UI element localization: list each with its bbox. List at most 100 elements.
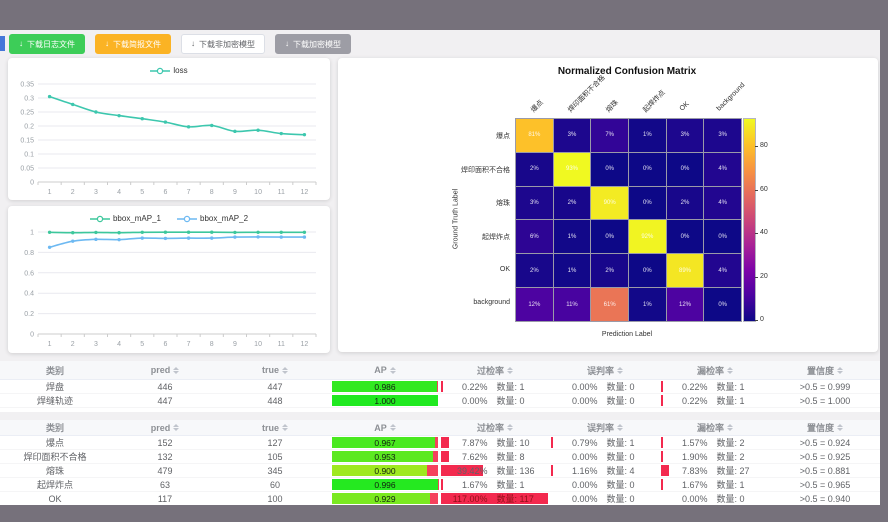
matrix-cell: 0% [591,220,628,254]
page-content: ↓ 下载日志文件 ↓ 下载简报文件 ↓ 下载非加密模型 ↓ 下载加密模型 loss 0 0.05… [0,30,880,505]
column-header-true[interactable]: true [220,420,330,435]
rate-value: 0.00% [571,479,598,490]
table-header-row: 类别 pred true AP 过检率 误判率 漏检率 置信度 [0,361,880,380]
download-report-button[interactable]: ↓ 下载简报文件 [95,34,171,54]
sort-carets-icon[interactable] [617,366,623,374]
sort-carets-icon[interactable] [282,366,288,374]
column-header-漏检率[interactable]: 漏检率 [660,361,770,379]
cell-class: 焊印面积不合格 [23,452,87,462]
cell-confidence: >0.5 = 0.925 [770,450,880,463]
ap-bar: 0.953 [332,451,438,462]
legend-item-loss[interactable]: loss [150,66,188,75]
sort-carets-icon[interactable] [617,424,623,431]
sort-carets-icon[interactable] [389,424,396,431]
sort-carets-icon[interactable] [837,424,843,431]
column-header-pred[interactable]: pred [110,361,220,379]
ap-bar-rest [434,437,438,448]
cell-true: 100 [267,493,283,504]
matrix-cell: 3% [704,119,741,152]
rate-value: 0.22% [461,381,488,392]
column-header-置信度[interactable]: 置信度 [770,361,880,379]
column-header-类别: 类别 [0,361,110,379]
matrix-cell: 2% [591,254,628,288]
rate-value: 7.83% [681,465,708,476]
column-header-误判率[interactable]: 误判率 [550,361,660,379]
svg-text:1: 1 [48,341,52,348]
matrix-col-label: 熔珠 [604,99,620,114]
column-header-label: pred [150,422,171,433]
confidence-value: >0.5 = 0.881 [799,465,851,476]
matrix-cell: 4% [704,186,741,220]
svg-text:4: 4 [117,189,121,196]
colorbar-tick [755,320,758,321]
cell-true: 447 [267,381,283,392]
matrix-cell: 1% [629,288,666,321]
ap-bar-rest [433,451,438,462]
column-header-label: 类别 [45,423,64,433]
sort-carets-icon[interactable] [173,366,180,374]
sort-carets-icon[interactable] [173,424,180,431]
svg-text:6: 6 [163,189,167,196]
rate-value: 1.67% [681,479,708,490]
rate-count: 数量: 0 [606,480,635,490]
rate-value: 0.00% [571,451,598,462]
column-header-pred[interactable]: pred [110,420,220,435]
rate-count: 数量: 1 [496,480,525,490]
column-header-label: 过检率 [476,423,504,433]
ap-value: 0.967 [374,437,396,448]
sort-carets-icon[interactable] [727,366,733,374]
sort-carets-icon[interactable] [507,424,513,431]
matrix-cell: 92% [629,220,666,254]
svg-text:3: 3 [94,189,98,196]
legend-item-bbox_mAP_1[interactable]: bbox_mAP_1 [89,214,161,223]
rate-count: 数量: 8 [496,452,525,462]
sort-carets-icon[interactable] [507,366,513,374]
sort-carets-icon[interactable] [837,366,843,374]
matrix-cell: 89% [666,254,704,288]
svg-text:2: 2 [71,189,75,196]
colorbar-tick [755,276,758,278]
column-header-误判率[interactable]: 误判率 [550,420,660,435]
column-header-AP[interactable]: AP [330,361,440,379]
rate-count: 数量: 2 [716,452,745,462]
svg-text:0.4: 0.4 [24,291,34,298]
matrix-cell: 7% [591,119,628,152]
download-plain-model-button[interactable]: ↓ 下载非加密模型 [181,34,265,54]
rate-count: 数量: 0 [606,396,635,406]
cell-mis-judge: 0.79% 数量: 1 [550,436,660,449]
cell-over-detection: 39.42% 数量: 136 [440,464,550,477]
rate-count: 数量: 0 [496,396,525,406]
matrix-cell: 2% [516,152,553,186]
matrix-row-label: background [473,299,510,307]
rate-bar [661,437,663,448]
rate-count: 数量: 136 [496,466,535,476]
svg-text:0.2: 0.2 [24,124,34,131]
column-header-置信度[interactable]: 置信度 [770,420,880,435]
button-label: 下载日志文件 [27,39,75,49]
sort-carets-icon[interactable] [282,424,288,431]
rate-value: 7.87% [461,437,488,448]
cell-class: OK [48,493,62,504]
ap-bar-fill [332,381,437,392]
cell-confidence: >0.5 = 0.965 [770,478,880,491]
column-header-过检率[interactable]: 过检率 [440,361,550,379]
confusion-matrix-title: Normalized Confusion Matrix [557,66,697,77]
legend-label: bbox_mAP_1 [112,214,161,223]
matrix-cell: 6% [516,220,553,254]
download-icon: ↓ [105,39,109,48]
column-header-过检率[interactable]: 过检率 [440,420,550,435]
sort-carets-icon[interactable] [389,366,396,374]
column-header-漏检率[interactable]: 漏检率 [660,420,770,435]
column-header-true[interactable]: true [220,361,330,379]
download-enc-model-button[interactable]: ↓ 下载加密模型 [275,34,351,54]
rate-value: 1.67% [461,479,488,490]
cell-mis-judge: 0.00% 数量: 0 [550,450,660,463]
ap-value: 1.000 [374,395,396,406]
rate-value: 0.22% [681,395,708,406]
rate-bar [661,451,664,462]
download-log-button[interactable]: ↓ 下载日志文件 [9,34,85,54]
sort-carets-icon[interactable] [727,424,733,431]
column-header-AP[interactable]: AP [330,420,440,435]
confidence-value: >0.5 = 0.940 [799,493,851,504]
legend-item-bbox_mAP_2[interactable]: bbox_mAP_2 [177,214,248,223]
